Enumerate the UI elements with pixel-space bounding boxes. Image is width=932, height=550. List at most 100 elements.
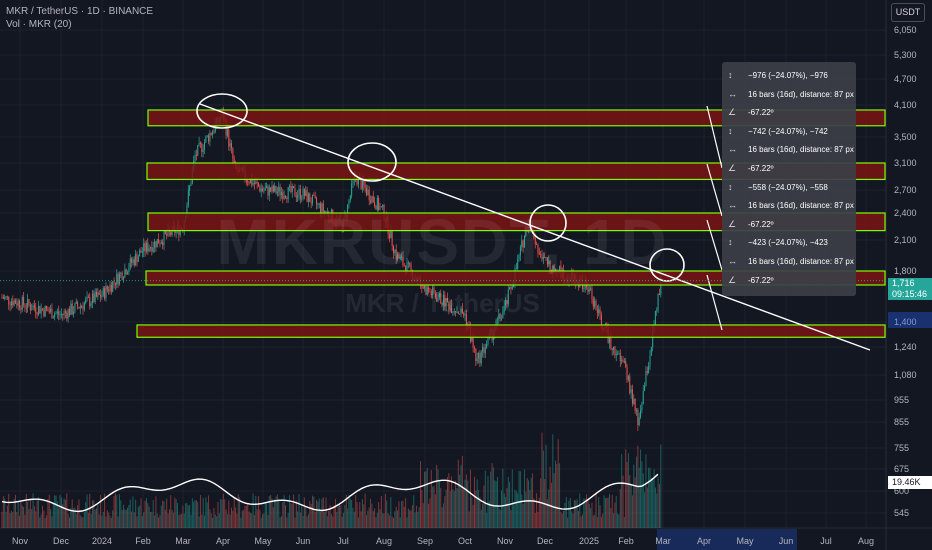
volume-bar — [58, 507, 60, 528]
volume-bar — [39, 517, 41, 528]
volume-bar — [399, 517, 401, 528]
currency-button[interactable]: USDT — [891, 3, 925, 22]
measure-row: ∠ -67.22º — [728, 163, 774, 174]
price-tick-label: 4,100 — [894, 100, 917, 110]
candle-body — [47, 308, 49, 312]
volume-bar — [235, 507, 237, 528]
volume-bar — [590, 508, 592, 528]
candle-body — [156, 239, 158, 248]
candle-body — [259, 186, 261, 192]
candle-body — [148, 248, 150, 252]
candle-body — [81, 306, 83, 308]
volume-bar — [537, 511, 539, 528]
volume-bar — [35, 511, 37, 528]
volume-bar — [109, 515, 111, 528]
volume-bar — [310, 503, 312, 528]
candle-body — [245, 179, 247, 181]
volume-bar — [279, 517, 281, 528]
candle-body — [27, 299, 29, 308]
volume-bar — [298, 494, 300, 528]
volume-bar — [191, 498, 193, 528]
candle-body — [461, 308, 463, 314]
volume-bar — [302, 515, 304, 528]
volume-bar — [268, 496, 270, 528]
volume-bar — [89, 493, 91, 528]
candle-body — [252, 183, 254, 185]
volume-bar — [348, 494, 350, 528]
candle-body — [35, 307, 37, 313]
candle-body — [403, 264, 405, 266]
volume-bar — [187, 505, 189, 528]
volume-bar — [378, 502, 380, 528]
candle-body — [187, 190, 189, 206]
candle-body — [275, 185, 277, 194]
volume-bar — [286, 517, 288, 528]
candle-body — [155, 241, 157, 248]
candle-body — [351, 183, 353, 196]
price-tick-label: 3,100 — [894, 158, 917, 168]
candle-body — [33, 305, 35, 308]
volume-bar — [420, 461, 421, 528]
volume-bar — [560, 511, 562, 528]
volume-bar — [344, 505, 346, 528]
volume-bar — [442, 503, 444, 528]
candle-body — [36, 312, 38, 315]
candle-body — [285, 196, 286, 199]
volume-bar — [275, 496, 277, 528]
candle-body — [141, 251, 143, 253]
candle-body — [538, 253, 540, 255]
candle-body — [96, 291, 97, 297]
volume-bar — [197, 502, 199, 528]
candle-body — [74, 303, 76, 312]
candle-body — [186, 205, 188, 217]
volume-bar — [360, 511, 362, 528]
candle-body — [132, 259, 134, 263]
volume-bar — [644, 492, 646, 528]
candle-body — [324, 210, 326, 212]
volume-bar — [159, 515, 161, 528]
volume-bar — [239, 497, 241, 528]
volume-bar — [56, 501, 58, 528]
candle-body — [657, 293, 659, 311]
volume-bar — [314, 511, 316, 528]
volume-bar — [42, 505, 43, 528]
candle-body — [316, 197, 318, 205]
candle-body — [370, 200, 372, 203]
candle-body — [590, 288, 592, 290]
volume-bar — [225, 509, 227, 528]
candle-body — [382, 205, 384, 207]
volume-bar — [367, 510, 369, 528]
volume-bar — [303, 497, 305, 528]
measure-text: 16 bars (16d), distance: 87 px — [748, 145, 854, 155]
candle-body — [102, 288, 104, 296]
candle-body — [592, 298, 594, 307]
candle-body — [456, 311, 458, 313]
candle-body — [249, 179, 251, 184]
candle-body — [549, 261, 551, 271]
candle-body — [326, 211, 328, 213]
measure-row: ↕ −742 (−24.07%), −742 — [728, 126, 828, 136]
candle-body — [82, 306, 84, 310]
volume-bar — [69, 517, 70, 528]
candle-body — [395, 249, 397, 260]
volume-bar — [415, 505, 417, 528]
candle-body — [294, 188, 296, 197]
volume-indicator-label[interactable]: Vol · MKR (20) — [6, 19, 72, 30]
volume-bar — [614, 502, 616, 528]
volume-bar — [247, 504, 249, 528]
volume-bar — [487, 476, 489, 528]
volume-bar — [545, 444, 547, 528]
volume-bar — [494, 480, 496, 528]
price-tick-label: 5,300 — [894, 50, 917, 60]
volume-bar — [129, 499, 131, 528]
volume-bar — [580, 516, 582, 528]
volume-bar — [411, 505, 413, 528]
volume-bar — [118, 494, 120, 528]
time-tick-label: Feb — [618, 536, 634, 546]
volume-bar — [127, 507, 129, 528]
volume-bar — [212, 517, 214, 528]
volume-bar — [636, 456, 637, 528]
volume-bar — [433, 486, 435, 528]
candle-body — [475, 348, 477, 362]
candle-body — [658, 293, 660, 295]
